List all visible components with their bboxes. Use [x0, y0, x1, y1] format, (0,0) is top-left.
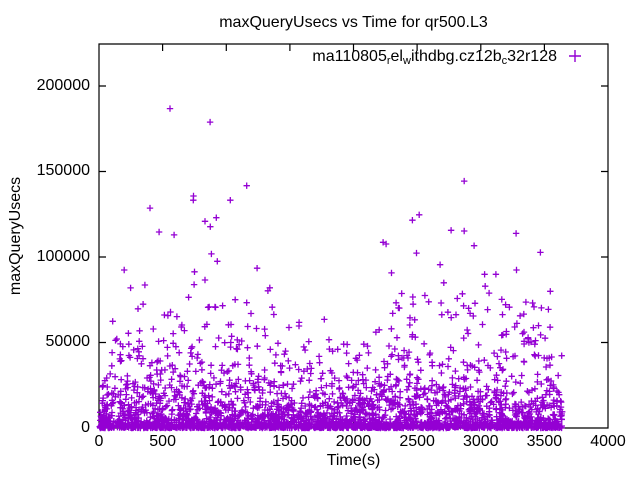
- x-tick-label: 1000: [208, 433, 245, 450]
- x-tick-label: 3000: [462, 433, 499, 450]
- y-tick-label: 200000: [36, 76, 90, 94]
- x-tick-label: 3500: [526, 433, 563, 450]
- legend-series-label: ma110805relwithdbg.cz12bc32r128: [312, 48, 557, 67]
- y-tick-label: 0: [81, 419, 90, 436]
- y-tick-label: 150000: [36, 162, 90, 180]
- legend-label-segment: 32r128: [507, 48, 557, 65]
- chart-title: maxQueryUsecs vs Time for qr500.L3: [219, 14, 488, 31]
- legend-label-segment: el: [390, 48, 403, 65]
- y-tick-label: 100000: [36, 247, 90, 265]
- legend-label-segment: w: [402, 55, 411, 67]
- x-axis-label: Time(s): [326, 452, 381, 469]
- legend-label-segment: ithdbg.cz12b: [410, 48, 502, 65]
- legend-label-segment: ma110805: [312, 48, 387, 65]
- x-tick-label: 4000: [590, 433, 626, 450]
- y-tick-label: 50000: [45, 333, 91, 351]
- legend-label-segment: c: [501, 55, 508, 67]
- legend-label-segment: r: [386, 55, 391, 67]
- x-tick-label: 2500: [399, 433, 435, 450]
- x-tick-label: 1500: [272, 433, 308, 450]
- data-points: [96, 105, 566, 432]
- x-tick-label: 500: [149, 433, 176, 450]
- legend-plus-marker-icon: [569, 50, 581, 62]
- x-tick-label: 2000: [335, 433, 372, 450]
- x-tick-label: 0: [94, 433, 104, 450]
